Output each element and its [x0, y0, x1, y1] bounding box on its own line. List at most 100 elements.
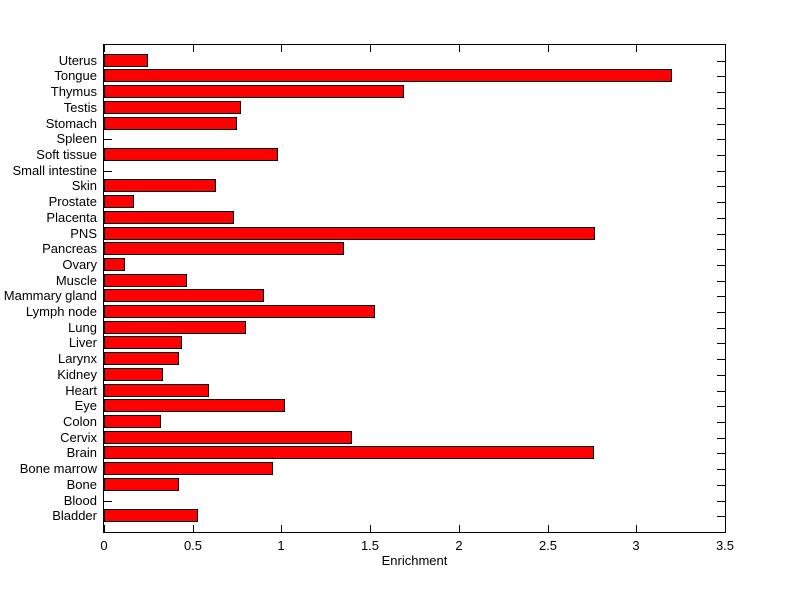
bar-mammary-gland: [104, 289, 264, 302]
category-label-placenta: Placenta: [46, 210, 97, 225]
y-tick: [717, 202, 725, 203]
category-label-bladder: Bladder: [52, 508, 97, 523]
category-label-liver: Liver: [68, 335, 97, 350]
bar-lung: [104, 321, 246, 334]
category-label-muscle: Muscle: [55, 273, 97, 288]
x-tick-label: 0.5: [183, 538, 203, 553]
category-label-uterus: Uterus: [58, 53, 97, 68]
y-tick: [717, 312, 725, 313]
bar-liver: [104, 336, 182, 349]
bar-testis: [104, 101, 241, 114]
category-label-blood: Blood: [63, 493, 97, 508]
x-tick-label: 0: [100, 538, 108, 553]
category-label-prostate: Prostate: [48, 194, 97, 209]
y-tick: [717, 453, 725, 454]
y-tick: [717, 516, 725, 517]
x-tick: [636, 45, 637, 52]
y-tick: [717, 343, 725, 344]
x-tick: [370, 45, 371, 52]
x-tick: [725, 45, 726, 52]
x-tick: [725, 525, 726, 532]
y-tick: [717, 296, 725, 297]
category-label-pancreas: Pancreas: [42, 241, 97, 256]
y-tick: [717, 124, 725, 125]
x-tick: [281, 525, 282, 532]
x-tick-label: 1.5: [360, 538, 380, 553]
bar-prostate: [104, 195, 134, 208]
x-tick: [548, 525, 549, 532]
category-label-lung: Lung: [68, 320, 97, 335]
y-tick: [717, 501, 725, 502]
y-tick: [717, 375, 725, 376]
y-tick: [104, 171, 112, 172]
category-label-spleen: Spleen: [56, 131, 97, 146]
bar-bone-marrow: [104, 462, 273, 475]
bar-ovary: [104, 258, 125, 271]
category-label-lymph-node: Lymph node: [25, 304, 97, 319]
bar-pancreas: [104, 242, 344, 255]
y-tick: [717, 406, 725, 407]
y-tick: [717, 76, 725, 77]
bar-larynx: [104, 352, 179, 365]
bar-cervix: [104, 431, 352, 444]
bar-eye: [104, 399, 285, 412]
bar-bladder: [104, 509, 198, 522]
category-label-soft-tissue: Soft tissue: [36, 147, 97, 162]
y-tick: [717, 249, 725, 250]
bar-colon: [104, 415, 161, 428]
category-label-larynx: Larynx: [57, 351, 97, 366]
y-tick: [104, 139, 112, 140]
x-tick: [459, 525, 460, 532]
bar-brain: [104, 446, 594, 459]
category-label-thymus: Thymus: [50, 84, 97, 99]
bar-stomach: [104, 117, 237, 130]
category-label-kidney: Kidney: [57, 367, 97, 382]
y-tick: [717, 218, 725, 219]
bar-lymph-node: [104, 305, 375, 318]
bar-thymus: [104, 85, 404, 98]
y-tick: [104, 501, 112, 502]
x-tick: [104, 525, 105, 532]
y-tick: [717, 234, 725, 235]
category-label-testis: Testis: [63, 100, 97, 115]
x-axis-title: Enrichment: [381, 553, 448, 568]
y-tick: [717, 265, 725, 266]
category-label-bone: Bone: [66, 477, 97, 492]
x-tick-label: 3: [632, 538, 640, 553]
category-label-colon: Colon: [63, 414, 97, 429]
category-label-pns: PNS: [70, 226, 97, 241]
y-tick: [717, 438, 725, 439]
y-tick: [717, 61, 725, 62]
x-tick-label: 3.5: [715, 538, 735, 553]
x-tick-label: 2.5: [538, 538, 558, 553]
bar-muscle: [104, 274, 187, 287]
x-tick: [193, 525, 194, 532]
x-tick: [548, 45, 549, 52]
x-tick: [636, 525, 637, 532]
y-tick: [717, 171, 725, 172]
bar-placenta: [104, 211, 234, 224]
category-label-cervix: Cervix: [60, 430, 97, 445]
x-tick: [459, 45, 460, 52]
category-label-skin: Skin: [71, 178, 97, 193]
category-label-bone-marrow: Bone marrow: [19, 461, 97, 476]
y-tick: [717, 139, 725, 140]
x-tick: [281, 45, 282, 52]
category-label-heart: Heart: [65, 383, 97, 398]
category-label-eye: Eye: [74, 398, 97, 413]
y-tick: [717, 469, 725, 470]
bar-bone: [104, 478, 179, 491]
y-tick: [717, 108, 725, 109]
category-label-tongue: Tongue: [54, 68, 97, 83]
bar-heart: [104, 384, 209, 397]
category-label-small-intestine: Small intestine: [12, 163, 97, 178]
bar-soft-tissue: [104, 148, 278, 161]
y-tick: [717, 422, 725, 423]
y-tick: [717, 391, 725, 392]
category-label-mammary-gland: Mammary gland: [3, 288, 97, 303]
x-tick-label: 2: [455, 538, 463, 553]
category-label-stomach: Stomach: [45, 116, 97, 131]
bar-tongue: [104, 69, 672, 82]
plot-area: [103, 44, 726, 533]
